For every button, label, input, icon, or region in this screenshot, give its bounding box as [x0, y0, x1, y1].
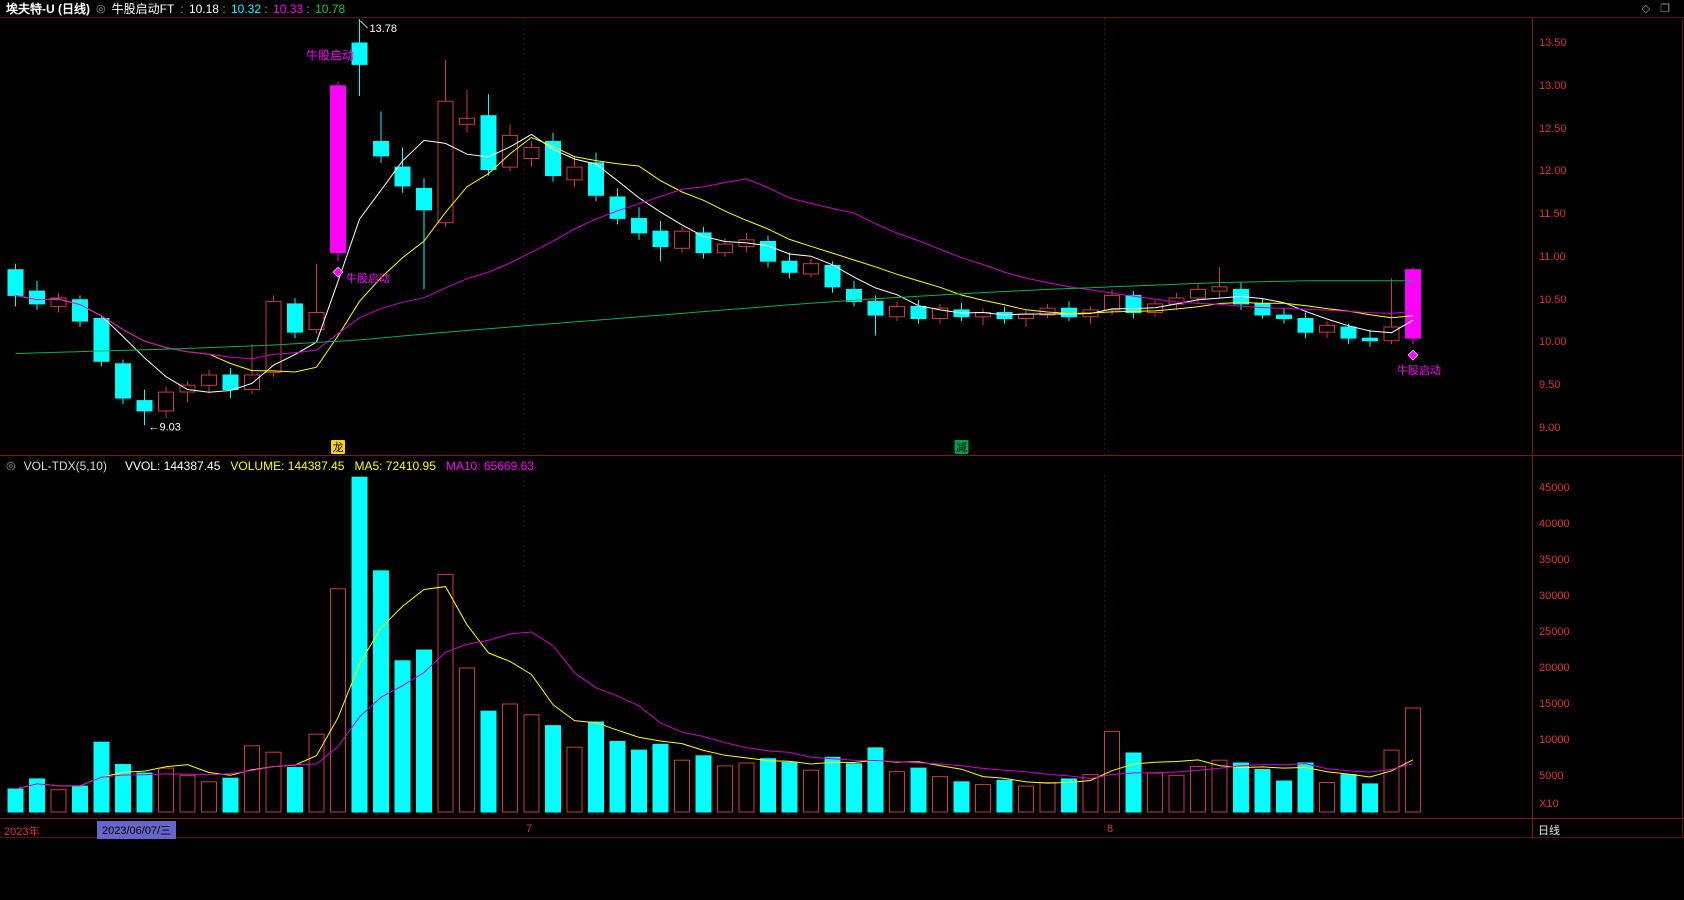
indicator-value: 10.32 — [231, 1, 262, 16]
price-tick-label: 11.00 — [1539, 251, 1566, 263]
svg-text:牛股启动: 牛股启动 — [346, 271, 390, 285]
price-tick-label: 9.00 — [1539, 422, 1561, 434]
axis-divider-line — [1532, 17, 1533, 838]
value-separator: : — [303, 1, 314, 16]
volume-header-bar: ◎ VOL-TDX(5,10) VVOL: 144387.45 VOLUME: 1… — [0, 455, 1684, 475]
period-label[interactable]: 日线 — [1538, 825, 1560, 837]
price-tick-label: 12.00 — [1539, 165, 1567, 177]
volume-tick-label: 45000 — [1539, 482, 1570, 494]
selected-date[interactable]: 2023/06/07/三 — [97, 821, 177, 839]
volume-tick-label: 25000 — [1539, 626, 1570, 638]
volume-tick-label: 15000 — [1539, 698, 1570, 710]
volume-indicator-value: MA10: 65669.63 — [445, 458, 534, 473]
month-tick-label: 8 — [1107, 823, 1114, 835]
event-marker[interactable]: 龙 — [331, 440, 345, 454]
month-tick-label: 7 — [526, 823, 533, 835]
price-pane: 13.78 ←9.03 牛股启动 牛股启动 牛股启动龙减 13.50 13.00 12.50… — [0, 17, 1684, 456]
volume-chart-canvas[interactable] — [0, 475, 1532, 818]
year-label: 2023年 — [4, 826, 40, 838]
volume-indicator-name[interactable]: VOL-TDX(5,10) — [23, 458, 107, 473]
volume-indicator-value: VVOL: 144387.45 — [124, 458, 221, 473]
indicator-value: 10.18 — [188, 1, 219, 16]
price-axis: 13.50 13.00 12.50 12.00 11.50 11.00 10.50 10.00… — [1533, 18, 1683, 456]
svg-text:减: 减 — [956, 441, 967, 454]
volume-indicator-value: MA5: 72410.95 — [354, 458, 436, 473]
price-tick-label: 13.00 — [1539, 80, 1567, 92]
volume-axis: X10 45000 40000 35000 30000 25000 20000 15000 1… — [1533, 475, 1683, 818]
volume-indicator-value: VOLUME: 144387.45 — [230, 458, 345, 473]
chart-header-bar: 埃夫特-U (日线) ◎ 牛股启动FT : 10.18 : 10.32 : 10… — [0, 0, 1684, 17]
value-separator: : — [180, 1, 187, 16]
volume-pane: X10 45000 40000 35000 30000 25000 20000 15000 1… — [0, 475, 1684, 818]
volume-indicator-values: VVOL: 144387.45 VOLUME: 144387.45 MA5: 724… — [115, 459, 534, 473]
value-separator: : — [218, 1, 229, 16]
volume-tick-label: 35000 — [1539, 554, 1570, 566]
main-indicator-name[interactable]: 牛股启动FT — [111, 2, 175, 16]
header-right-icons: ◇ ❐ — [1642, 2, 1684, 15]
indicator-value: 10.33 — [273, 1, 304, 16]
price-tick-label: 10.50 — [1539, 294, 1567, 306]
indicator-value: 10.78 — [315, 1, 346, 16]
volume-tick-label: 30000 — [1539, 590, 1570, 602]
value-separator: : — [261, 1, 272, 16]
price-chart-canvas[interactable]: 13.78←9.03牛股启动牛股启动牛股启动龙减 — [0, 18, 1532, 456]
price-tick-label: 9.50 — [1539, 379, 1561, 391]
window-icon[interactable]: ❐ — [1660, 3, 1670, 15]
volume-tick-label: 40000 — [1539, 518, 1570, 530]
volume-tick-label: 20000 — [1539, 662, 1570, 674]
svg-text:龙: 龙 — [333, 441, 344, 454]
volume-tick-label: 10000 — [1539, 734, 1570, 746]
price-tick-label: 10.00 — [1539, 336, 1567, 348]
svg-text:←9.03: ←9.03 — [149, 421, 181, 433]
diamond-icon[interactable]: ◇ — [1641, 3, 1651, 15]
volume-unit-label: X10 — [1539, 798, 1559, 810]
event-marker[interactable]: 减 — [954, 440, 969, 454]
main-indicator-values: : 10.18 : 10.32 : 10.33 : 10.78 — [180, 2, 345, 16]
timeline-bar: 2023年 2023/06/07/三 7 8 日线 — [0, 818, 1684, 839]
svg-text:牛股启动: 牛股启动 — [1397, 363, 1441, 377]
volume-indicator-selector-icon[interactable]: ◎ — [6, 460, 16, 472]
price-tick-label: 12.50 — [1539, 123, 1567, 135]
indicator-selector-icon[interactable]: ◎ — [96, 3, 106, 15]
right-edge-line — [1682, 17, 1683, 838]
symbol-title: 埃夫特-U (日线) — [6, 2, 90, 16]
volume-tick-label: 5000 — [1539, 770, 1564, 782]
svg-text:13.78: 13.78 — [370, 23, 398, 35]
svg-text:牛股启动: 牛股启动 — [306, 48, 354, 63]
price-tick-label: 11.50 — [1539, 208, 1566, 220]
price-tick-label: 13.50 — [1539, 37, 1567, 49]
